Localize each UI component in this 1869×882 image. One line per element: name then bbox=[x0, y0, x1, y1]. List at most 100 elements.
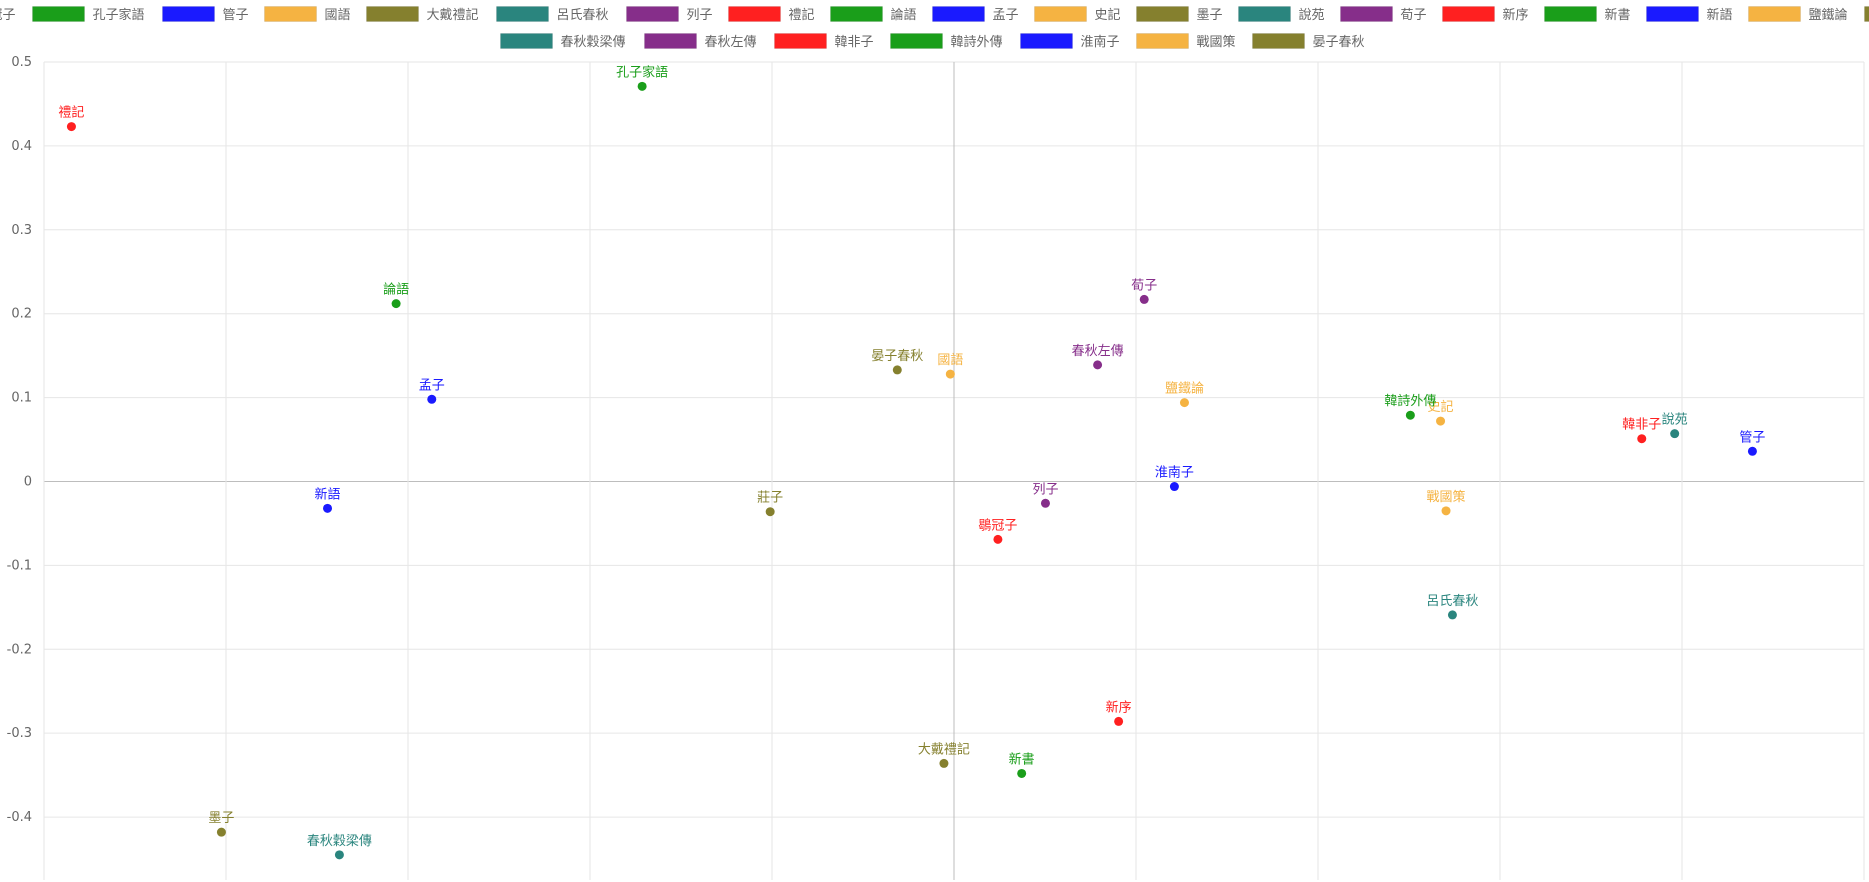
data-point[interactable] bbox=[1436, 416, 1446, 426]
legend-item[interactable]: 列子 bbox=[626, 6, 713, 24]
data-label: 論語 bbox=[383, 282, 409, 298]
data-label: 鶡冠子 bbox=[978, 518, 1017, 533]
data-point[interactable] bbox=[1441, 506, 1451, 516]
legend-item[interactable]: 戰國策 bbox=[1136, 33, 1236, 51]
data-point[interactable] bbox=[1139, 294, 1149, 304]
data-point[interactable] bbox=[66, 122, 76, 132]
legend-label: 春秋穀梁傳 bbox=[561, 35, 626, 50]
data-point[interactable] bbox=[1447, 610, 1457, 620]
data-point[interactable] bbox=[1093, 360, 1103, 370]
legend-item[interactable]: 大戴禮記 bbox=[366, 6, 479, 24]
data-label: 晏子春秋 bbox=[871, 349, 923, 364]
legend-item[interactable]: 論語 bbox=[830, 6, 917, 24]
data-point[interactable] bbox=[1747, 446, 1757, 456]
legend-item[interactable]: 莊子 bbox=[1864, 6, 1869, 24]
legend-item[interactable]: 孟子 bbox=[932, 6, 1019, 24]
y-tick-label: 0.1 bbox=[11, 391, 32, 406]
data-point[interactable] bbox=[427, 394, 437, 404]
data-point[interactable] bbox=[391, 299, 401, 309]
legend-item[interactable]: 墨子 bbox=[1136, 6, 1223, 24]
data-label: 戰國策 bbox=[1427, 489, 1466, 505]
legend-item[interactable]: 說苑 bbox=[1238, 6, 1325, 24]
y-tick-label: -0.1 bbox=[7, 558, 32, 573]
legend-item[interactable]: 呂氏春秋 bbox=[496, 6, 609, 24]
legend-label: 國語 bbox=[325, 7, 351, 23]
legend-item[interactable]: 新序 bbox=[1442, 6, 1529, 24]
y-tick-label: 0.4 bbox=[11, 139, 32, 154]
y-tick-label: -0.4 bbox=[7, 810, 32, 825]
legend-item[interactable]: 春秋左傳 bbox=[644, 33, 757, 51]
data-point[interactable] bbox=[1169, 482, 1179, 492]
data-point[interactable] bbox=[1114, 716, 1124, 726]
grid bbox=[43, 61, 1865, 880]
legend-item[interactable]: 新語 bbox=[1646, 6, 1733, 24]
legend-item[interactable]: 孔子家語 bbox=[32, 6, 145, 24]
data-label: 孔子家語 bbox=[616, 64, 668, 80]
data-point[interactable] bbox=[993, 534, 1003, 544]
legend: 鶡冠子 孔子家語 管子 國語 大戴禮記 呂氏春秋 列子 禮記 論語 孟子 史記 墨子 說苑 荀子 新序 新書 新… bbox=[0, 6, 1869, 51]
data-label: 新書 bbox=[1009, 751, 1035, 767]
y-axis-ticks: 0.5 0.4 0.3 0.2 0.1 0 -0.1 -0.2 -0.3 -0.4 bbox=[7, 55, 32, 825]
legend-label: 淮南子 bbox=[1081, 34, 1120, 50]
legend-label: 春秋左傳 bbox=[705, 35, 757, 50]
legend-label: 韓詩外傳 bbox=[951, 35, 1003, 50]
data-point[interactable] bbox=[1040, 498, 1050, 508]
data-point[interactable] bbox=[216, 827, 226, 837]
legend-label: 荀子 bbox=[1401, 8, 1427, 23]
data-point[interactable] bbox=[1637, 434, 1647, 444]
legend-label: 戰國策 bbox=[1197, 34, 1236, 50]
data-point[interactable] bbox=[939, 758, 949, 768]
data-point[interactable] bbox=[323, 503, 333, 513]
legend-swatch bbox=[1136, 33, 1189, 49]
legend-swatch bbox=[162, 6, 215, 22]
data-label: 孟子 bbox=[419, 378, 445, 393]
legend-swatch bbox=[644, 33, 697, 49]
legend-swatch bbox=[500, 33, 553, 49]
legend-item[interactable]: 韓詩外傳 bbox=[890, 33, 1003, 51]
legend-item[interactable]: 淮南子 bbox=[1020, 33, 1120, 51]
data-label: 韓詩外傳 bbox=[1384, 394, 1436, 409]
y-tick-label: 0.5 bbox=[11, 55, 32, 70]
data-point[interactable] bbox=[765, 507, 775, 517]
legend-item[interactable]: 荀子 bbox=[1340, 6, 1427, 24]
legend-item[interactable]: 管子 bbox=[162, 6, 249, 24]
legend-swatch bbox=[1238, 6, 1291, 22]
legend-item[interactable]: 鶡冠子 bbox=[0, 7, 16, 24]
legend-item[interactable]: 新書 bbox=[1544, 6, 1631, 24]
legend-label: 孟子 bbox=[993, 8, 1019, 23]
legend-item[interactable]: 國語 bbox=[264, 6, 351, 24]
data-point[interactable] bbox=[334, 850, 344, 860]
data-point[interactable] bbox=[945, 369, 955, 379]
legend-item[interactable]: 禮記 bbox=[728, 6, 815, 24]
legend-swatch bbox=[1646, 6, 1699, 22]
data-point[interactable] bbox=[1179, 398, 1189, 408]
legend-label: 呂氏春秋 bbox=[557, 8, 609, 23]
legend-swatch bbox=[728, 6, 781, 22]
legend-label: 鶡冠子 bbox=[0, 8, 16, 23]
legend-swatch bbox=[366, 6, 419, 22]
legend-item[interactable]: 鹽鐵論 bbox=[1748, 6, 1848, 24]
legend-item[interactable]: 韓非子 bbox=[774, 33, 874, 51]
data-label: 韓非子 bbox=[1622, 418, 1661, 433]
legend-item[interactable]: 晏子春秋 bbox=[1252, 33, 1365, 51]
data-point[interactable] bbox=[637, 81, 647, 91]
legend-label: 說苑 bbox=[1299, 7, 1325, 23]
y-tick-label: 0 bbox=[24, 474, 32, 489]
data-point[interactable] bbox=[1017, 768, 1027, 778]
legend-swatch bbox=[890, 33, 943, 49]
data-label: 荀子 bbox=[1131, 278, 1157, 293]
legend-item[interactable]: 史記 bbox=[1034, 6, 1121, 24]
data-label: 禮記 bbox=[58, 105, 84, 121]
legend-swatch bbox=[1442, 6, 1495, 22]
data-point[interactable] bbox=[1670, 429, 1680, 439]
data-point[interactable] bbox=[1405, 410, 1415, 420]
data-label: 春秋左傳 bbox=[1072, 344, 1124, 359]
legend-item[interactable]: 春秋穀梁傳 bbox=[500, 33, 626, 51]
y-tick-label: 0.2 bbox=[11, 307, 32, 322]
legend-swatch bbox=[626, 6, 679, 22]
legend-swatch bbox=[932, 6, 985, 22]
y-tick-label: -0.2 bbox=[7, 642, 32, 657]
data-point[interactable] bbox=[892, 365, 902, 375]
data-label: 淮南子 bbox=[1155, 465, 1194, 481]
